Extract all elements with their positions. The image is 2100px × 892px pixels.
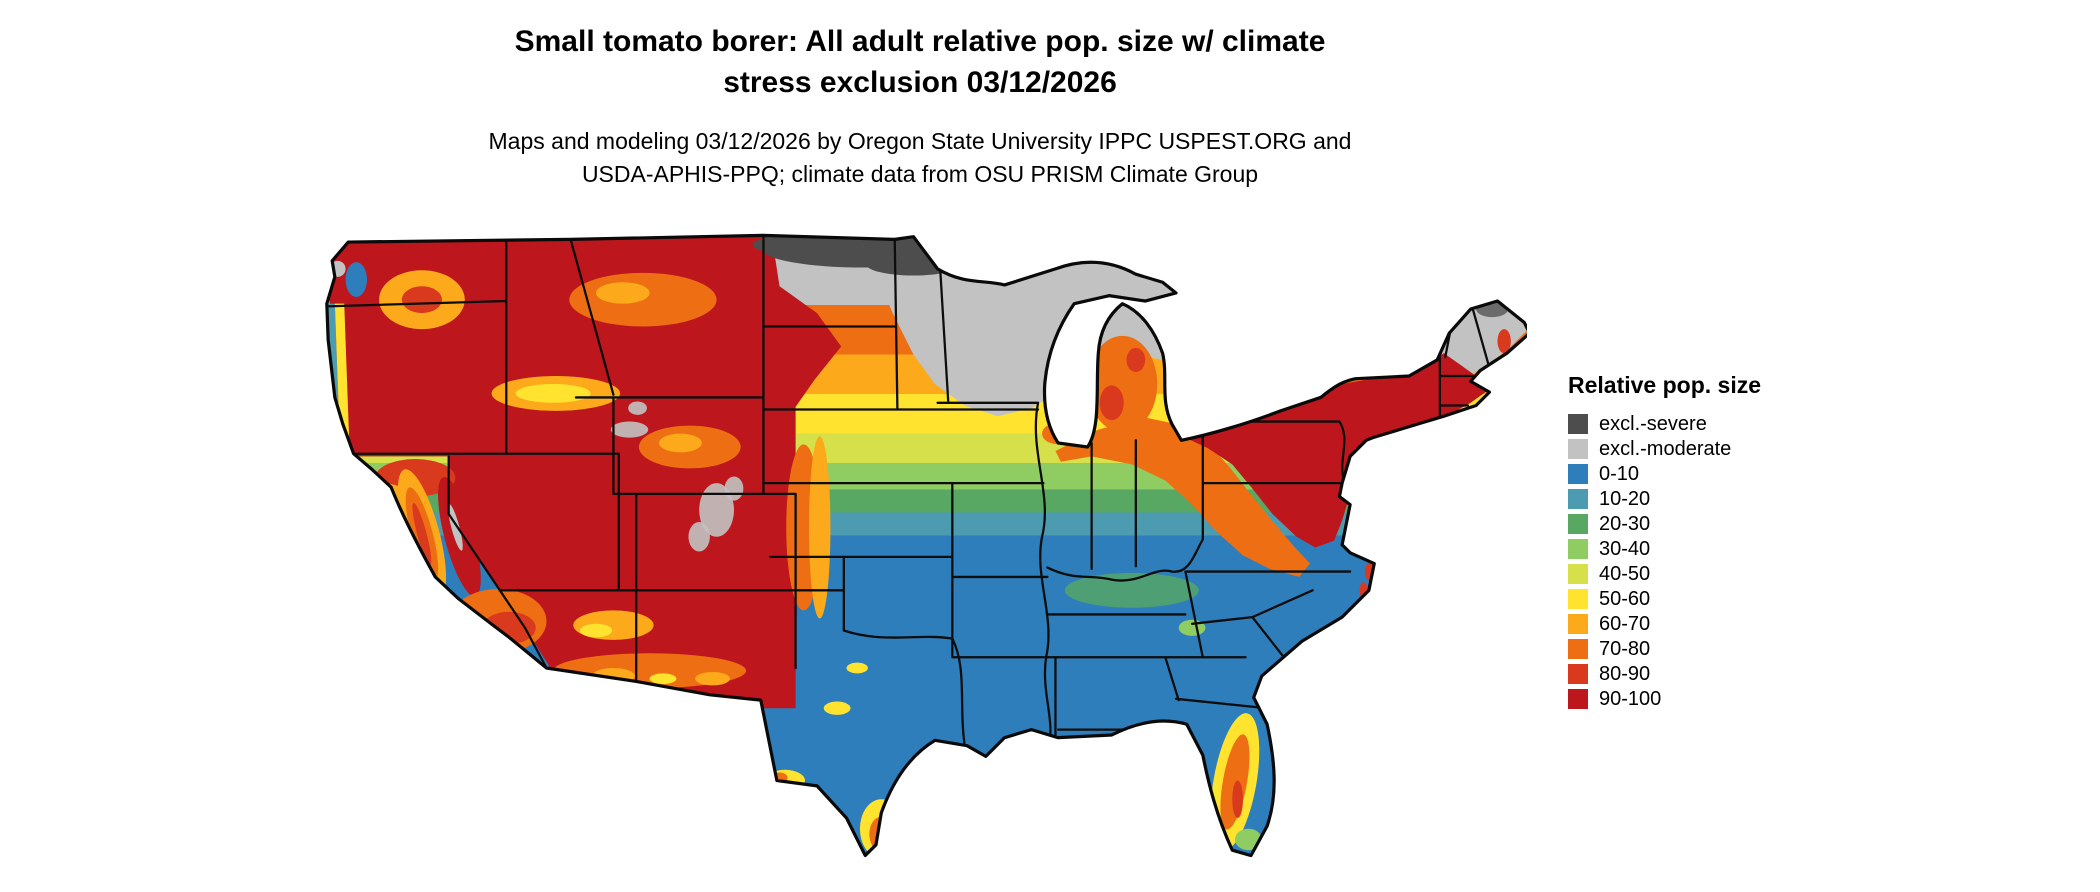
legend-swatch <box>1568 563 1588 584</box>
legend-row: 30-40 <box>1568 536 1761 561</box>
legend-label: 90-100 <box>1599 687 1662 710</box>
legend-swatch <box>1568 688 1588 709</box>
legend-row: 70-80 <box>1568 636 1761 661</box>
map-title-line2: stress exclusion 03/12/2026 <box>723 65 1117 99</box>
map-subtitle-line1: Maps and modeling 03/12/2026 by Oregon S… <box>488 128 1352 154</box>
us-distribution-map <box>308 226 1532 885</box>
title-block: Small tomato borer: All adult relative p… <box>0 22 1840 192</box>
map-region-northeast-red <box>1185 329 1511 599</box>
map-title: Small tomato borer: All adult relative p… <box>0 22 1840 103</box>
us-outline <box>325 233 1532 858</box>
state-borders <box>326 235 1491 753</box>
map-subtitle-line2: USDA-APHIS-PPQ; climate data from OSU PR… <box>581 161 1259 188</box>
map-region-exclusion-gray <box>752 235 1527 417</box>
legend-swatch <box>1568 513 1588 534</box>
legend-row: 80-90 <box>1568 661 1761 686</box>
us-map-svg <box>325 233 1532 858</box>
legend-row: 60-70 <box>1568 611 1761 636</box>
legend-swatch <box>1568 663 1588 684</box>
legend-row: 0-10 <box>1568 461 1761 486</box>
legend-swatch <box>1568 413 1588 434</box>
legend-label: 80-90 <box>1599 662 1651 685</box>
legend-label: 60-70 <box>1599 612 1651 635</box>
legend-row: excl.-moderate <box>1568 436 1761 461</box>
legend-swatch <box>1568 538 1588 559</box>
legend-label: excl.-severe <box>1599 412 1707 435</box>
legend-label: excl.-moderate <box>1599 437 1732 460</box>
legend-title: Relative pop. size <box>1568 372 1762 398</box>
legend-swatch <box>1568 613 1588 634</box>
legend-row: 10-20 <box>1568 486 1761 511</box>
legend-swatch <box>1568 638 1588 659</box>
legend-swatch <box>1568 463 1588 484</box>
legend-label: 10-20 <box>1599 487 1651 510</box>
legend-label: 40-50 <box>1599 562 1651 585</box>
legend: Relative pop. size excl.-severe excl.-mo… <box>1568 372 1761 711</box>
legend-swatch <box>1568 588 1588 609</box>
legend-label: 50-60 <box>1599 587 1651 610</box>
legend-label: 70-80 <box>1599 637 1651 660</box>
legend-swatch <box>1568 488 1588 509</box>
legend-row: 40-50 <box>1568 561 1761 586</box>
map-subtitle: Maps and modeling 03/12/2026 by Oregon S… <box>0 125 1840 192</box>
legend-row: 20-30 <box>1568 511 1761 536</box>
legend-label: 0-10 <box>1599 462 1640 485</box>
map-region-west-red <box>328 235 842 709</box>
legend-row: 90-100 <box>1568 686 1761 711</box>
legend-row: 50-60 <box>1568 586 1761 611</box>
map-region-west-mottling <box>379 270 831 689</box>
legend-label: 20-30 <box>1599 512 1651 535</box>
legend-label: 30-40 <box>1599 537 1651 560</box>
legend-swatch <box>1568 438 1588 459</box>
map-title-line1: Small tomato borer: All adult relative p… <box>514 25 1326 58</box>
legend-row: excl.-severe <box>1568 411 1761 436</box>
